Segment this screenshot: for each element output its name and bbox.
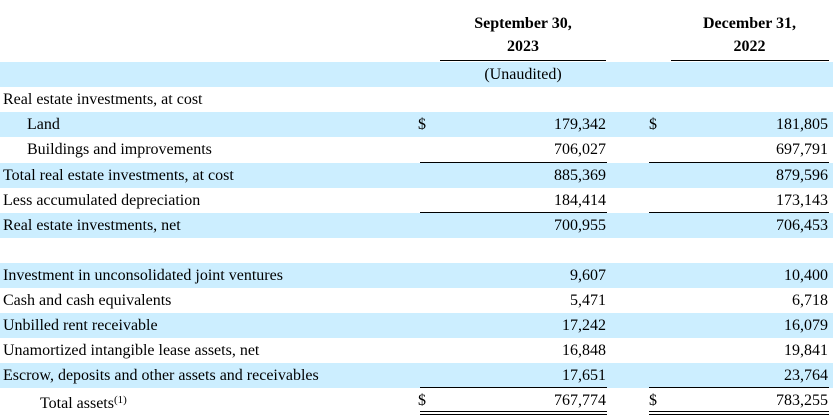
subtotal-rule-sep-2023 [420,162,607,163]
table-row-unbilled-rent: Unbilled rent receivable 17,242 16,079 [0,313,833,338]
value-dec-2022: 706,453 [776,217,828,234]
table-row-real-estate-net: Real estate investments, net 700,955 706… [0,213,833,238]
value-sep-2023: 179,342 [554,116,606,133]
subtotal-rule-sep-2023 [420,212,607,213]
subtotal-rule-dec-2022 [649,212,829,213]
row-label: Less accumulated depreciation [3,192,201,209]
table-row-real-estate-at-cost: Real estate investments, at cost [0,87,833,112]
total-double-rule-sep-2023 [420,411,607,415]
subtotal-rule-sep-2023 [420,387,607,388]
table-row-joint-ventures: Investment in unconsolidated joint ventu… [0,263,833,288]
table-row-escrow: Escrow, deposits and other assets and re… [0,363,833,388]
table-row-unaudited: (Unaudited) [0,62,833,87]
value-sep-2023: 706,027 [554,141,606,158]
value-sep-2023: 17,242 [562,317,606,334]
row-label: Buildings and improvements [27,141,212,158]
column-header-sep-2023-line1: September 30, [474,15,572,32]
value-sep-2023: 16,848 [562,342,606,359]
currency-symbol: $ [418,392,426,409]
row-label: Cash and cash equivalents [3,292,172,309]
value-dec-2022: 6,718 [792,292,828,309]
header-underline-sep-2023 [440,60,606,61]
subtotal-rule-dec-2022 [649,387,829,388]
unaudited-note: (Unaudited) [484,66,562,83]
value-sep-2023: 700,955 [554,217,606,234]
value-sep-2023: 9,607 [570,267,606,284]
row-label: Investment in unconsolidated joint ventu… [3,267,283,284]
subtotal-rule-dec-2022 [649,162,829,163]
value-dec-2022: 879,596 [776,167,828,184]
total-double-rule-dec-2022 [649,411,829,415]
value-dec-2022: 181,805 [776,116,828,133]
currency-symbol: $ [418,116,426,133]
value-dec-2022: 10,400 [784,267,828,284]
footnote-marker: (1) [113,394,127,406]
value-dec-2022: 783,255 [776,392,828,409]
currency-symbol: $ [649,116,657,133]
column-header-sep-2023: September 30, 2023 [440,12,606,58]
value-dec-2022: 173,143 [776,192,828,209]
value-sep-2023: 5,471 [570,292,606,309]
row-label: Total real estate investments, at cost [3,167,234,184]
table-row-intangible-assets: Unamortized intangible lease assets, net… [0,338,833,363]
row-label: Escrow, deposits and other assets and re… [3,367,319,384]
table-row-total-assets: Total assets(1) $ 767,774 $ 783,255 [0,388,833,413]
value-dec-2022: 697,791 [776,141,828,158]
row-label: Total assets(1) [40,388,127,413]
total-assets-label: Total assets [40,395,114,412]
column-header-dec-2022: December 31, 2022 [671,12,828,58]
table-row-land: Land $ 179,342 $ 181,805 [0,112,833,137]
table-row-total-real-estate: Total real estate investments, at cost 8… [0,163,833,188]
table-row-spacer [0,238,833,263]
value-sep-2023: 767,774 [554,392,606,409]
table-row-accumulated-depreciation: Less accumulated depreciation 184,414 17… [0,188,833,213]
value-sep-2023: 184,414 [554,192,606,209]
row-label: Unbilled rent receivable [3,317,158,334]
value-dec-2022: 23,764 [784,367,828,384]
header-underline-dec-2022 [671,60,829,61]
table-row-cash: Cash and cash equivalents 5,471 6,718 [0,288,833,313]
row-label: Unamortized intangible lease assets, net [3,342,260,359]
row-label: Real estate investments, net [3,217,181,234]
value-sep-2023: 885,369 [554,167,606,184]
column-header-dec-2022-line2: 2022 [733,38,766,55]
table-row-buildings: Buildings and improvements 706,027 697,7… [0,137,833,162]
currency-symbol: $ [649,392,657,409]
value-sep-2023: 17,651 [562,367,606,384]
value-dec-2022: 16,079 [784,317,828,334]
row-label: Land [27,116,60,133]
column-header-sep-2023-line2: 2023 [507,38,539,55]
value-dec-2022: 19,841 [784,342,828,359]
column-header-dec-2022-line1: December 31, [703,15,796,32]
row-label: Real estate investments, at cost [3,91,203,108]
